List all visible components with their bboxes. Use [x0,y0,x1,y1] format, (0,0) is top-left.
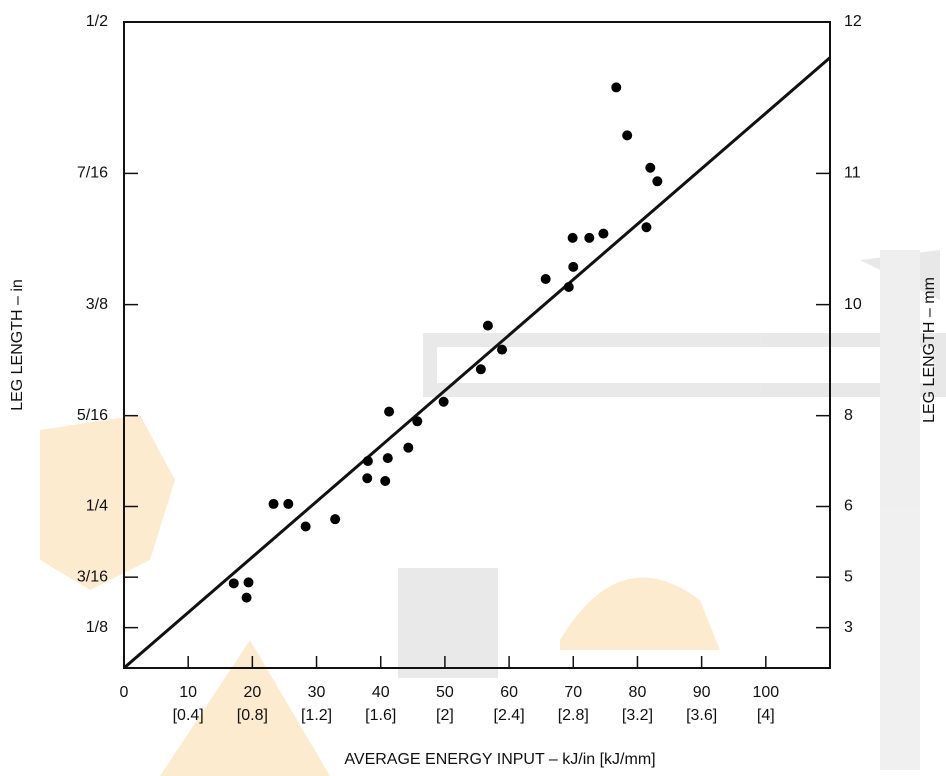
data-point [475,364,486,375]
x-secondary-tick-label: [1.6] [365,707,396,724]
x-secondary-tick-label: [4] [757,707,775,724]
y-axis-title: LEG LENGTH – in [9,279,26,411]
data-point [438,396,449,407]
x-tick-label: 20 [243,684,261,701]
data-point [563,281,574,292]
data-point [268,498,279,509]
data-point [382,453,393,464]
x-secondary-tick-label: [2.8] [558,707,589,724]
data-point [228,578,239,589]
data-point [540,273,551,284]
y2-tick-label: 8 [844,407,853,424]
data-point [300,521,311,532]
x-tick-label: 10 [179,684,197,701]
data-point [652,176,663,187]
x-axis-title: AVERAGE ENERGY INPUT – kJ/in [kJ/mm] [344,751,655,768]
data-point [584,232,595,243]
x-tick-label: 100 [752,684,779,701]
data-point [482,320,493,331]
data-point [362,473,373,484]
data-point [622,130,633,141]
x-tick-label: 40 [372,684,390,701]
x-tick-label: 50 [436,684,454,701]
y2-tick-label: 5 [844,568,853,585]
fit-line [123,56,831,670]
data-point [611,82,622,93]
data-point [645,162,656,173]
data-point [380,476,391,487]
y2-axis-title: LEG LENGTH – mm [921,277,938,423]
x-tick-label: 90 [693,684,711,701]
y2-tick-label: 6 [844,498,853,515]
y-tick-label: 7/16 [77,165,108,182]
x-tick-label: 0 [120,684,129,701]
x-secondary-tick-label: [2.4] [494,707,525,724]
x-tick-label: 60 [500,684,518,701]
y2-tick-label: 3 [844,619,853,636]
y2-tick-label: 11 [844,165,861,182]
plot-frame [123,21,831,669]
x-secondary-tick-label: [0.8] [237,707,268,724]
data-point [412,416,423,427]
y-tick-label: 5/16 [77,407,108,424]
y2-tick-label: 10 [844,296,862,313]
data-point [598,228,609,239]
data-point [243,577,254,588]
x-tick-label: 80 [629,684,647,701]
y-tick-label: 3/16 [77,568,108,585]
data-point [362,456,373,467]
x-secondary-tick-label: [3.2] [622,707,653,724]
x-tick-label: 70 [564,684,582,701]
data-point [567,232,578,243]
watermark [40,250,946,776]
data-point [641,222,652,233]
y-tick-label: 1/4 [86,498,108,515]
data-point [283,498,294,509]
y-tick-label: 1/8 [86,619,108,636]
data-point [403,442,414,453]
y-tick-label: 1/2 [86,13,108,30]
data-point [330,514,341,525]
x-secondary-tick-label: [2] [436,707,454,724]
data-point [384,406,395,417]
data-point [497,344,508,355]
data-point [568,261,579,272]
y2-tick-label: 12 [844,13,862,30]
x-secondary-tick-label: [1.2] [301,707,332,724]
data-point [241,592,252,603]
x-secondary-tick-label: [3.6] [686,707,717,724]
x-tick-label: 30 [308,684,326,701]
y-tick-label: 3/8 [86,296,108,313]
x-secondary-tick-label: [0.4] [173,707,204,724]
